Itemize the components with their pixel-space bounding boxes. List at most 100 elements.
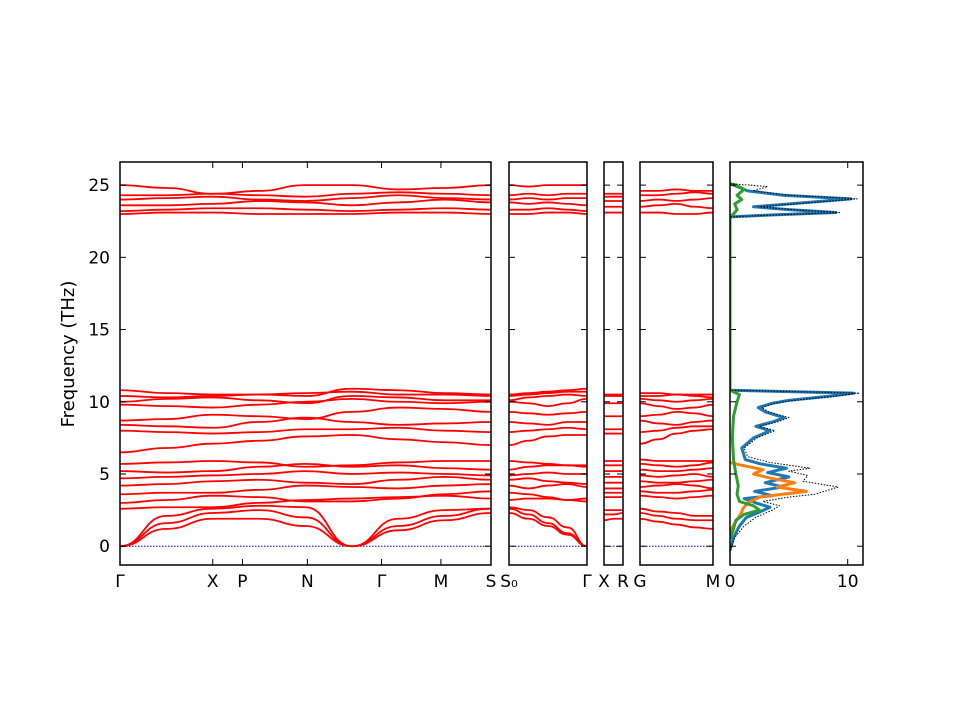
band-panel-frame xyxy=(119,161,492,566)
high-symmetry-label: Γ xyxy=(377,572,387,592)
dos-projected-line-2 xyxy=(730,460,809,533)
phonon-band-line xyxy=(120,512,491,548)
dos-total-line xyxy=(730,183,860,551)
phonon-band-line xyxy=(120,395,491,405)
phonon-band-line xyxy=(120,211,491,215)
phonon-band-line xyxy=(640,488,713,494)
phonon-band-line xyxy=(640,507,713,517)
band-plot-area xyxy=(509,184,587,548)
phonon-band-line xyxy=(640,425,713,434)
phonon-band-line xyxy=(120,184,491,195)
phonon-band-line xyxy=(509,491,587,503)
y-tick-label: 25 xyxy=(88,176,110,196)
y-axis-label: Frequency (THz) xyxy=(58,281,79,428)
phonon-band-line xyxy=(640,517,713,530)
phonon-band-line xyxy=(509,207,587,213)
phonon-band-line xyxy=(640,419,713,426)
dos-panel: 0 10 xyxy=(725,161,864,592)
phonon-band-line xyxy=(604,517,623,522)
dos-projected-line-3 xyxy=(730,182,761,540)
band-panel-frame xyxy=(639,161,714,566)
phonon-band-line xyxy=(640,458,713,462)
phonon-band-line xyxy=(640,483,713,490)
phonon-band-line xyxy=(120,406,491,422)
phonon-band-line xyxy=(509,390,587,397)
phonon-band-line xyxy=(640,397,713,403)
phonon-band-line xyxy=(509,477,587,486)
dos-panel-frame xyxy=(729,161,864,566)
phonon-band-line xyxy=(509,506,587,548)
band-plot-area xyxy=(640,188,713,547)
phonon-band-line xyxy=(120,434,491,454)
high-symmetry-label: X xyxy=(207,572,219,592)
high-symmetry-label: N xyxy=(301,572,314,592)
phonon-band-line xyxy=(640,512,713,522)
y-tick-label: 10 xyxy=(88,393,110,413)
phonon-band-line xyxy=(120,490,491,504)
phonon-band-line xyxy=(509,434,587,447)
phonon-band-line xyxy=(640,478,713,484)
phonon-band-line xyxy=(120,462,491,474)
phonon-band-line xyxy=(509,421,587,426)
band-panel-frame xyxy=(603,161,624,566)
phonon-band-line xyxy=(640,428,713,445)
phonon-band-line xyxy=(509,387,587,396)
phonon-band-line xyxy=(509,184,587,188)
phonon-band-line xyxy=(640,188,713,192)
phonon-band-line xyxy=(509,397,587,408)
phonon-band-line xyxy=(120,194,491,202)
high-symmetry-label: P xyxy=(237,572,247,592)
phonon-band-line xyxy=(509,410,587,416)
dos-plot-area xyxy=(730,182,860,551)
dos-x-tick-label: 0 xyxy=(725,572,736,592)
phonon-band-line xyxy=(640,494,713,500)
phonon-band-line xyxy=(640,197,713,202)
phonon-band-line xyxy=(509,211,587,215)
phonon-band-line xyxy=(120,191,491,198)
phonon-band-line xyxy=(509,197,587,201)
phonon-band-line xyxy=(640,191,713,197)
phonon-band-line xyxy=(120,397,491,409)
band-plot-area xyxy=(120,184,491,548)
y-tick-label: 15 xyxy=(88,321,110,341)
high-symmetry-label: G xyxy=(633,572,646,592)
dos-x-tick-label: 10 xyxy=(837,572,859,592)
phonon-band-line xyxy=(509,192,587,197)
phonon-band-line xyxy=(120,207,491,213)
high-symmetry-label: M xyxy=(706,572,721,592)
phonon-band-line xyxy=(509,201,587,207)
high-symmetry-label: Γ xyxy=(115,572,125,592)
phonon-band-line xyxy=(509,460,587,467)
y-tick-label: 5 xyxy=(99,465,110,485)
phonon-band-line xyxy=(120,475,491,487)
y-axis-label-group: Frequency (THz) xyxy=(58,281,79,428)
phonon-band-line xyxy=(120,198,491,207)
band-panel-2: S₀ Γ xyxy=(500,161,592,592)
phonon-band-line xyxy=(120,416,491,429)
phonon-band-line xyxy=(120,507,491,548)
high-symmetry-label: R xyxy=(617,572,629,592)
phonon-band-line xyxy=(640,402,713,410)
phonon-band-line xyxy=(120,460,491,468)
phonon-band-line xyxy=(640,461,713,468)
phonon-band-line xyxy=(640,392,713,396)
y-tick-label: 0 xyxy=(99,537,110,557)
phonon-band-line xyxy=(509,426,587,434)
phonon-band-line xyxy=(604,512,623,516)
dos-projected-line-1 xyxy=(730,182,856,551)
band-panel-frame xyxy=(508,161,588,566)
phonon-band-line xyxy=(120,470,491,480)
band-plot-area xyxy=(604,192,623,547)
high-symmetry-label: S xyxy=(486,572,497,592)
phonon-band-line xyxy=(640,467,713,473)
phonon-band-line xyxy=(120,387,491,397)
phonon-band-line xyxy=(120,504,491,548)
high-symmetry-label: X xyxy=(598,572,610,592)
phonon-band-line xyxy=(509,483,587,490)
high-symmetry-label: Γ xyxy=(582,572,592,592)
phonon-band-line xyxy=(640,410,713,418)
